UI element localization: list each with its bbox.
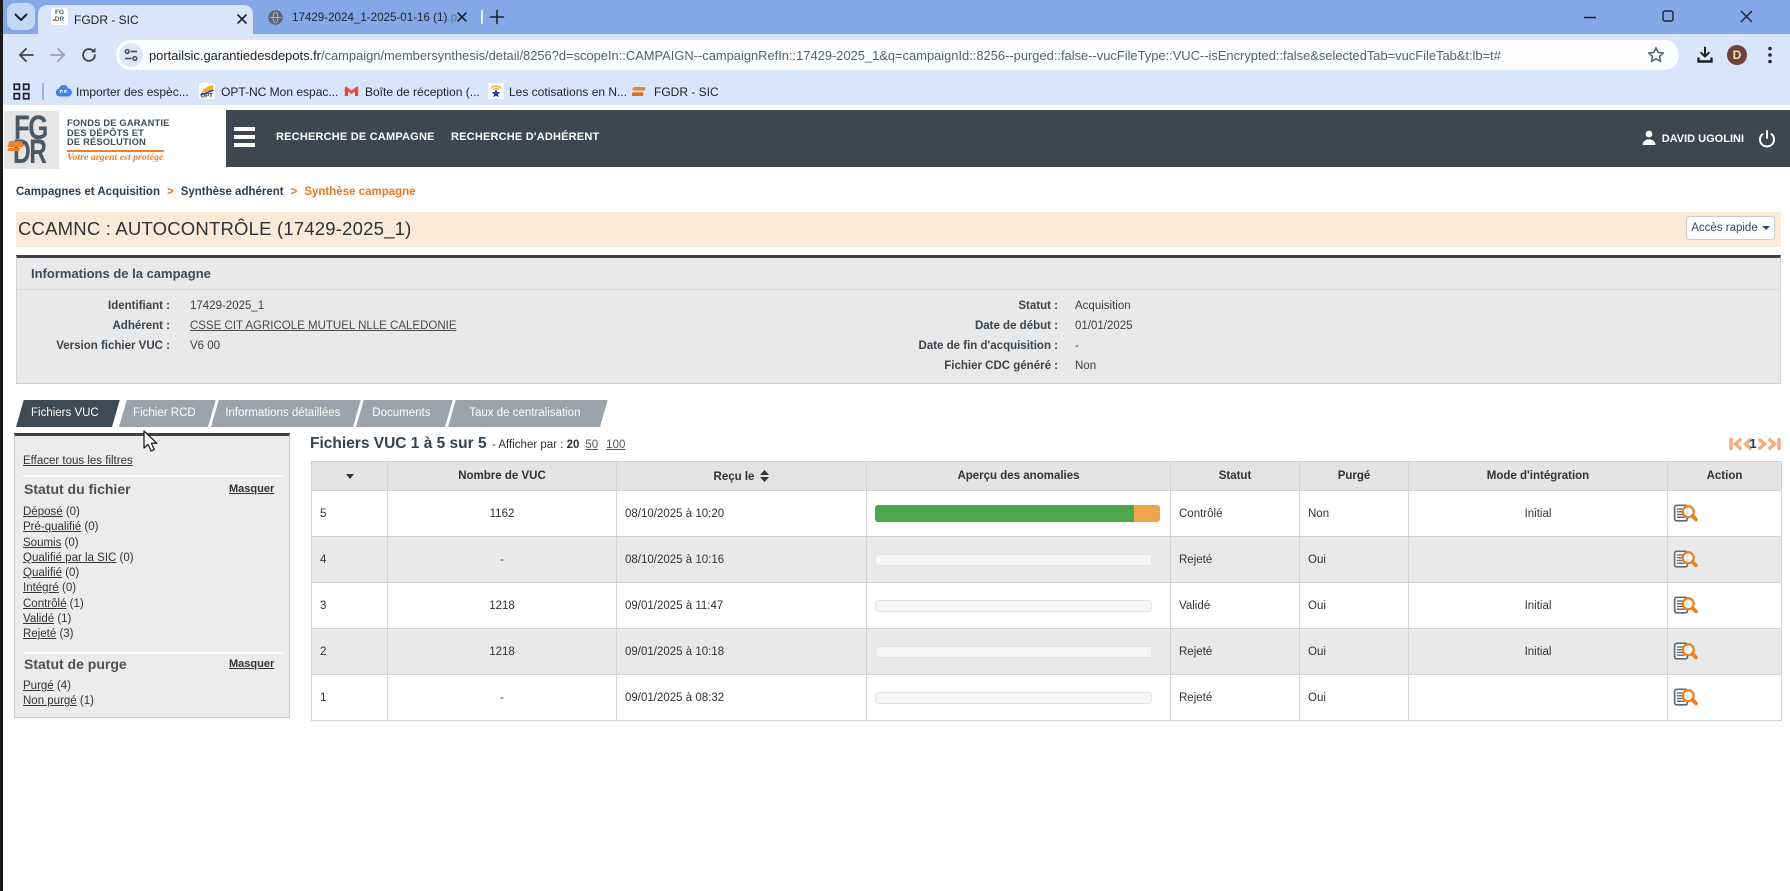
svg-text:OPT: OPT: [201, 94, 214, 100]
